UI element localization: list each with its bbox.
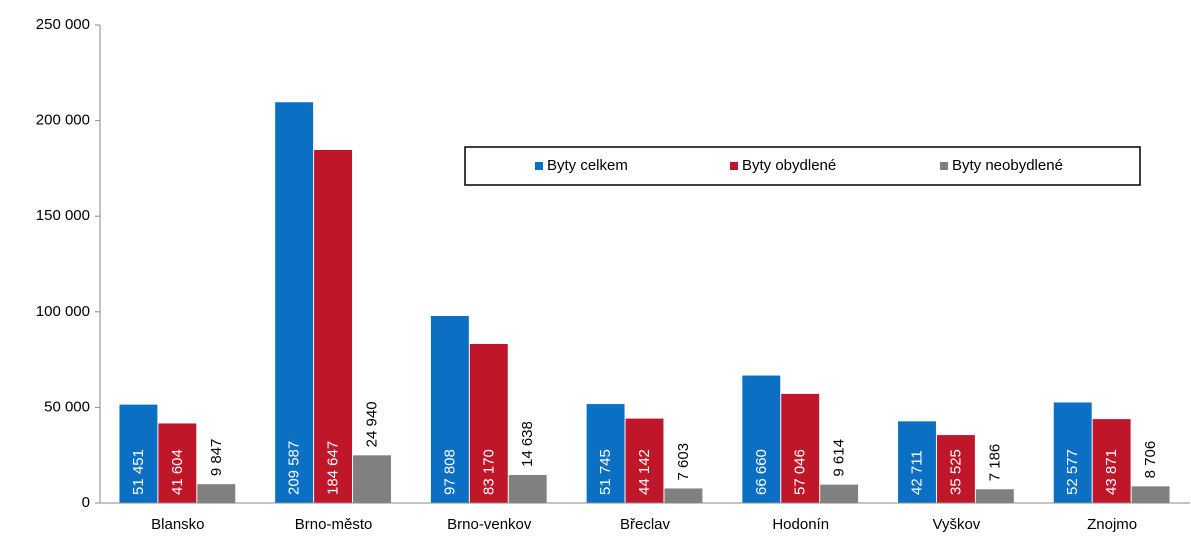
value-label: 41 604 [169, 449, 186, 495]
value-label: 14 638 [519, 421, 536, 467]
legend-marker [535, 162, 543, 170]
bar [469, 343, 508, 503]
bar [353, 455, 391, 503]
y-tick-label: 150 000 [36, 207, 90, 224]
bar [936, 435, 975, 503]
bar [119, 404, 158, 503]
bar [1053, 402, 1092, 503]
x-tick-label: Brno-město [295, 516, 373, 533]
y-tick-label: 250 000 [36, 16, 90, 33]
value-label: 51 451 [130, 449, 147, 495]
value-label: 52 577 [1064, 449, 1081, 495]
bar [314, 149, 353, 503]
bar [158, 423, 197, 503]
bar [781, 393, 820, 503]
value-label: 97 808 [441, 449, 458, 495]
x-tick-label: Znojmo [1087, 516, 1137, 533]
value-label: 24 940 [363, 401, 380, 447]
value-label: 43 871 [1103, 449, 1120, 495]
bar [275, 102, 314, 503]
y-tick-label: 0 [82, 494, 90, 511]
x-tick-label: Brno-venkov [447, 516, 532, 533]
y-tick-label: 100 000 [36, 303, 90, 320]
x-tick-label: Břeclav [620, 516, 671, 533]
value-label: 7 603 [675, 443, 692, 481]
bar [1131, 486, 1170, 503]
value-label: 51 745 [597, 449, 614, 495]
value-label: 209 587 [286, 441, 303, 495]
value-label: 35 525 [947, 449, 964, 495]
value-label: 184 647 [325, 441, 342, 495]
value-label: 8 706 [1142, 441, 1159, 479]
bar [664, 488, 703, 503]
legend-label: Byty obydlené [742, 157, 836, 174]
value-label: 9 614 [831, 439, 848, 477]
bar [742, 375, 781, 503]
bar [1092, 419, 1131, 503]
value-label: 57 046 [792, 449, 809, 495]
y-tick-label: 50 000 [44, 398, 90, 415]
value-label: 66 660 [753, 449, 770, 495]
value-label: 83 170 [480, 449, 497, 495]
x-tick-label: Hodonín [772, 516, 829, 533]
bar [586, 404, 625, 503]
y-tick-label: 200 000 [36, 112, 90, 129]
legend-marker [940, 162, 948, 170]
value-label: 44 142 [636, 449, 653, 495]
value-label: 7 186 [986, 444, 1003, 482]
bar [508, 475, 547, 503]
legend-label: Byty celkem [547, 157, 628, 174]
legend-box [464, 146, 1141, 186]
bar [197, 484, 236, 503]
value-label: 42 711 [908, 450, 925, 495]
x-tick-label: Vyškov [933, 516, 981, 533]
bar [625, 418, 664, 503]
x-tick-label: Blansko [151, 516, 204, 533]
bar [898, 421, 936, 503]
legend-label: Byty neobydlené [952, 157, 1063, 174]
bar [975, 489, 1014, 503]
legend-marker [730, 162, 738, 170]
bar [820, 484, 859, 503]
bar [430, 315, 469, 503]
value-label: 9 847 [208, 439, 225, 477]
